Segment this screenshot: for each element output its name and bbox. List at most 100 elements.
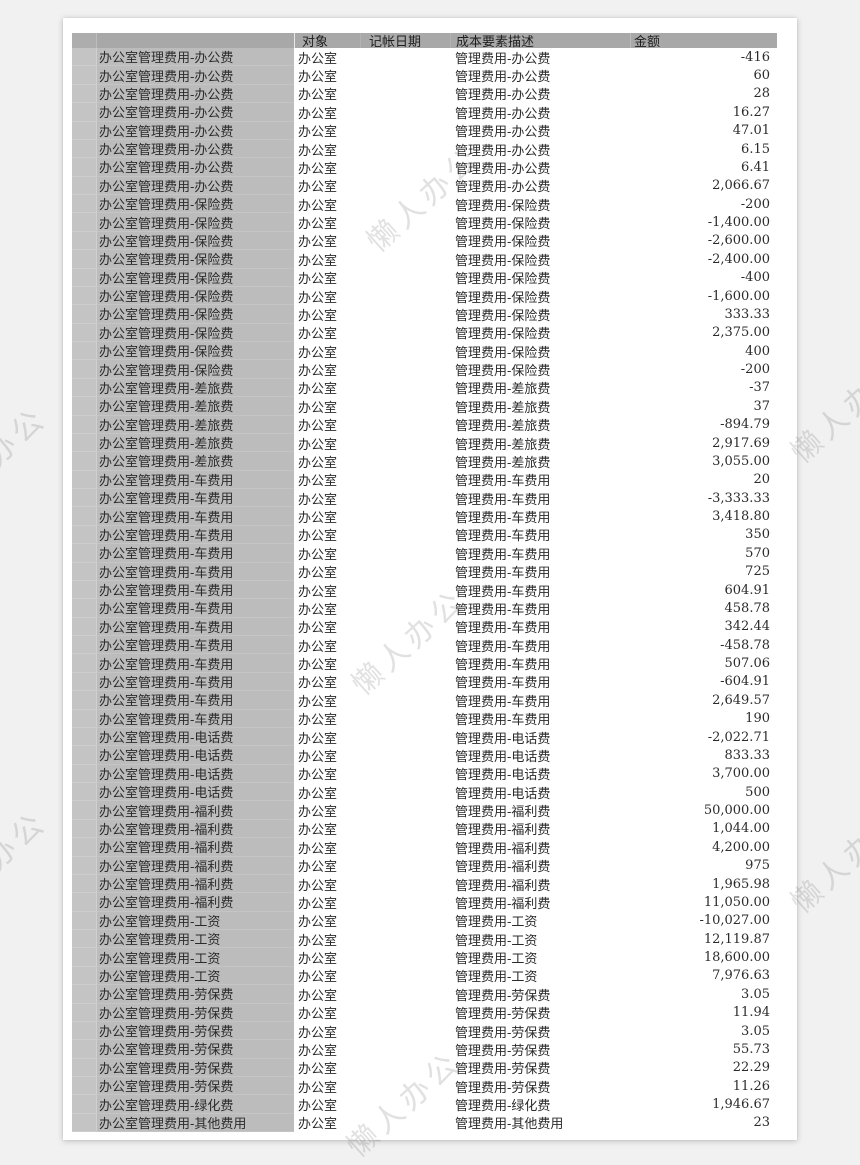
cell-category[interactable]: 办公室管理费用-办公费	[96, 66, 294, 85]
cell-object[interactable]: 办公室	[298, 749, 338, 765]
cell-amount[interactable]: 18,600.00	[703, 950, 770, 966]
cell-row-margin[interactable]	[72, 470, 96, 489]
cell-category[interactable]: 办公室管理费用-保险费	[96, 342, 294, 361]
cell-amount[interactable]: 725	[745, 564, 770, 580]
cell-object[interactable]: 办公室	[298, 952, 338, 967]
cell-row-margin[interactable]	[72, 250, 96, 269]
cell-cost-element[interactable]: 管理费用-差旅费	[455, 382, 551, 398]
cell-object[interactable]: 办公室	[298, 896, 338, 912]
cell-cost-element[interactable]: 管理费用-工资	[455, 933, 538, 949]
header-date[interactable]: 记帐日期	[360, 33, 450, 48]
cell-row-margin[interactable]	[72, 985, 96, 1004]
cell-cost-element[interactable]: 管理费用-保险费	[455, 327, 551, 342]
cell-cost-element[interactable]: 管理费用-保险费	[455, 272, 551, 287]
cell-cost-element[interactable]: 管理费用-福利费	[455, 860, 551, 875]
cell-category[interactable]: 办公室管理费用-电话费	[96, 746, 294, 765]
cell-object[interactable]: 办公室	[298, 1043, 338, 1059]
cell-amount[interactable]: 3.05	[741, 1023, 770, 1039]
cell-amount[interactable]: -2,600.00	[707, 233, 770, 249]
cell-cost-element[interactable]: 管理费用-车费用	[455, 474, 551, 489]
cell-amount[interactable]: 11.26	[732, 1078, 770, 1094]
cell-cost-element[interactable]: 管理费用-车费用	[455, 492, 551, 508]
cell-amount[interactable]: -400	[740, 270, 770, 286]
cell-amount[interactable]: 47.01	[732, 123, 770, 139]
cell-date[interactable]	[360, 416, 450, 434]
cell-cost-element[interactable]: 管理费用-车费用	[455, 676, 551, 692]
cell-row-margin[interactable]	[72, 672, 96, 692]
cell-object[interactable]: 办公室	[298, 180, 338, 195]
cell-category[interactable]: 办公室管理费用-福利费	[96, 893, 294, 912]
cell-row-margin[interactable]	[72, 1003, 96, 1022]
cell-amount[interactable]: 3,418.80	[712, 509, 770, 525]
cell-row-margin[interactable]	[72, 930, 96, 949]
cell-object[interactable]: 办公室	[298, 621, 338, 636]
cell-date[interactable]	[360, 526, 450, 544]
cell-amount[interactable]: 20	[753, 472, 770, 488]
cell-category[interactable]: 办公室管理费用-办公费	[96, 84, 294, 104]
cell-date[interactable]	[360, 673, 450, 691]
cell-category[interactable]: 办公室管理费用-办公费	[96, 139, 294, 159]
cell-date[interactable]	[360, 434, 450, 452]
cell-object[interactable]: 办公室	[298, 584, 338, 600]
cell-date[interactable]	[360, 728, 450, 746]
cell-cost-element[interactable]: 管理费用-车费用	[455, 584, 551, 600]
cell-object[interactable]: 办公室	[298, 455, 338, 471]
cell-row-margin[interactable]	[72, 433, 96, 453]
cell-category[interactable]: 办公室管理费用-保险费	[96, 268, 294, 287]
cell-cost-element[interactable]: 管理费用-保险费	[455, 308, 551, 324]
cell-cost-element[interactable]: 管理费用-办公费	[455, 125, 551, 140]
cell-date[interactable]	[360, 305, 450, 323]
cell-object[interactable]: 办公室	[298, 51, 338, 67]
cell-row-margin[interactable]	[72, 709, 96, 728]
cell-category[interactable]: 办公室管理费用-工资	[96, 948, 294, 967]
cell-cost-element[interactable]: 管理费用-劳保费	[455, 1007, 551, 1022]
cell-object[interactable]: 办公室	[298, 70, 338, 85]
cell-date[interactable]	[360, 48, 450, 66]
cell-date[interactable]	[360, 250, 450, 268]
cell-row-margin[interactable]	[72, 801, 96, 820]
cell-date[interactable]	[360, 912, 450, 930]
cell-cost-element[interactable]: 管理费用-车费用	[455, 658, 551, 673]
cell-date[interactable]	[360, 985, 450, 1003]
cell-amount[interactable]: 342.44	[724, 619, 771, 635]
cell-date[interactable]	[360, 66, 450, 84]
cell-row-margin[interactable]	[72, 286, 96, 306]
cell-category[interactable]: 办公室管理费用-保险费	[96, 305, 294, 324]
cell-object[interactable]: 办公室	[298, 327, 338, 342]
cell-object[interactable]: 办公室	[298, 694, 338, 710]
cell-object[interactable]: 办公室	[298, 933, 338, 949]
cell-amount[interactable]: 22.29	[732, 1060, 770, 1076]
cell-amount[interactable]: 500	[745, 784, 770, 800]
cell-object[interactable]: 办公室	[298, 988, 338, 1004]
cell-amount[interactable]: 55.73	[732, 1041, 770, 1057]
cell-date[interactable]	[360, 765, 450, 783]
cell-category[interactable]: 办公室管理费用-劳保费	[96, 1003, 294, 1022]
cell-cost-element[interactable]: 管理费用-车费用	[455, 547, 551, 563]
cell-category[interactable]: 办公室管理费用-劳保费	[96, 1021, 294, 1041]
cell-category[interactable]: 办公室管理费用-劳保费	[96, 1058, 294, 1077]
cell-amount[interactable]: 12,119.87	[703, 931, 770, 947]
cell-cost-element[interactable]: 管理费用-福利费	[455, 823, 551, 839]
cell-object[interactable]: 办公室	[298, 639, 338, 655]
cell-row-margin[interactable]	[72, 599, 96, 618]
cell-amount[interactable]: 333.33	[724, 306, 771, 322]
cell-date[interactable]	[360, 581, 450, 599]
cell-date[interactable]	[360, 1059, 450, 1077]
cell-date[interactable]	[360, 930, 450, 948]
cell-amount[interactable]: 975	[745, 858, 770, 874]
cell-cost-element[interactable]: 管理费用-办公费	[455, 180, 551, 195]
cell-object[interactable]: 办公室	[298, 1007, 338, 1022]
cell-cost-element[interactable]: 管理费用-差旅费	[455, 455, 551, 471]
cell-date[interactable]	[360, 820, 450, 838]
cell-object[interactable]: 办公室	[298, 529, 338, 545]
cell-date[interactable]	[360, 948, 450, 966]
cell-cost-element[interactable]: 管理费用-电话费	[455, 768, 551, 783]
cell-category[interactable]: 办公室管理费用-劳保费	[96, 1077, 294, 1096]
cell-cost-element[interactable]: 管理费用-电话费	[455, 749, 551, 765]
cell-date[interactable]	[360, 1095, 450, 1113]
cell-row-margin[interactable]	[72, 636, 96, 655]
cell-row-margin[interactable]	[72, 121, 96, 140]
cell-amount[interactable]: -458.78	[720, 637, 770, 653]
cell-row-margin[interactable]	[72, 213, 96, 232]
cell-category[interactable]: 办公室管理费用-车费用	[96, 599, 294, 618]
